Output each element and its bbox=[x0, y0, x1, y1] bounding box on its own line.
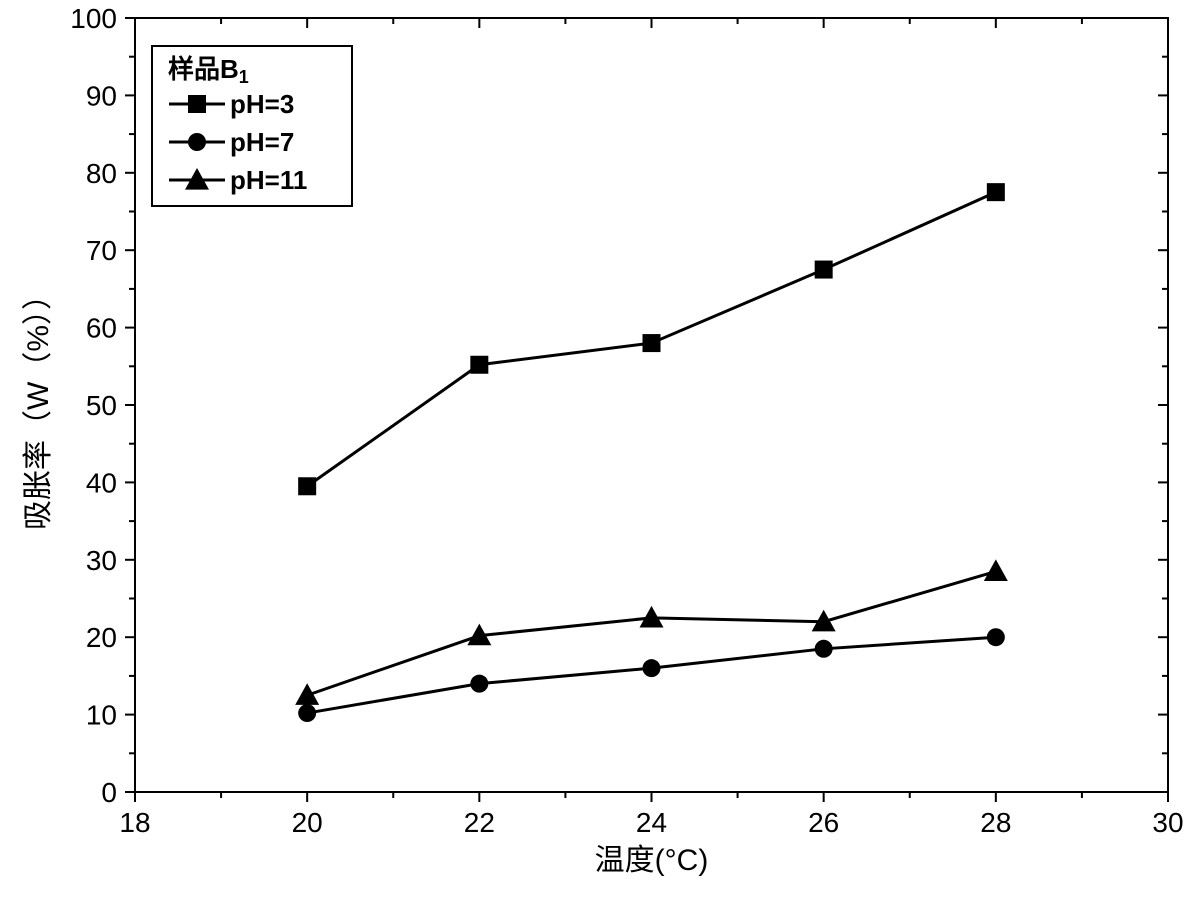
x-tick-label: 26 bbox=[808, 807, 839, 838]
line-chart: 18 20 22 24 26 28 30 0 10 20 30 40 50 60 70 80 90 100 温度(°… bbox=[0, 0, 1201, 920]
y-tick-label: 20 bbox=[86, 622, 117, 653]
y-tick-label: 80 bbox=[86, 158, 117, 189]
series-pH=7 bbox=[298, 628, 1005, 722]
x-tick-label: 18 bbox=[119, 807, 150, 838]
x-axis-label: 温度(°C) bbox=[595, 844, 709, 877]
y-tick-label: 70 bbox=[86, 235, 117, 266]
legend-item-label: pH=3 bbox=[230, 89, 294, 119]
x-tick-label: 22 bbox=[464, 807, 495, 838]
y-tick-label: 90 bbox=[86, 80, 117, 111]
legend-item-label: pH=7 bbox=[230, 127, 294, 157]
y-tick-label: 60 bbox=[86, 313, 117, 344]
y-tick-label: 50 bbox=[86, 390, 117, 421]
x-tick-label: 20 bbox=[292, 807, 323, 838]
y-tick-label: 100 bbox=[70, 3, 117, 34]
y-tick-label: 40 bbox=[86, 467, 117, 498]
legend-title: 样品B1 bbox=[168, 54, 249, 87]
x-tick-label: 28 bbox=[980, 807, 1011, 838]
chart-container: 18 20 22 24 26 28 30 0 10 20 30 40 50 60 70 80 90 100 温度(°… bbox=[0, 0, 1201, 920]
legend: 样品B1pH=3 pH=7 pH=11 bbox=[152, 46, 352, 206]
series-pH=11 bbox=[295, 559, 1008, 704]
y-axis-label: 吸胀率（W（%）） bbox=[22, 280, 55, 530]
x-tick-label: 24 bbox=[636, 807, 667, 838]
x-tick-label: 30 bbox=[1152, 807, 1183, 838]
y-tick-label: 0 bbox=[101, 777, 117, 808]
y-tick-label: 10 bbox=[86, 700, 117, 731]
y-tick-label: 30 bbox=[86, 545, 117, 576]
series-pH=3 bbox=[298, 183, 1005, 495]
legend-item-label: pH=11 bbox=[230, 165, 307, 195]
